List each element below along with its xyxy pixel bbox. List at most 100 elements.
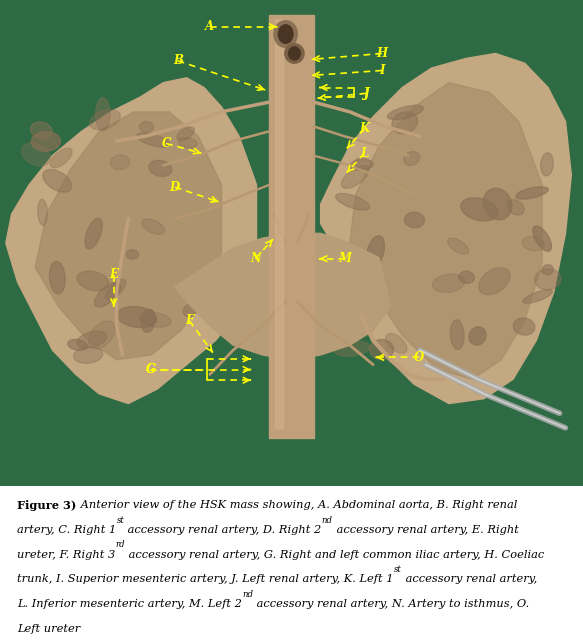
Text: accessory renal artery, D. Right 2: accessory renal artery, D. Right 2 [125,525,322,535]
Text: L. Inferior mesenteric artery, M. Left 2: L. Inferior mesenteric artery, M. Left 2 [17,599,243,609]
Ellipse shape [405,212,424,228]
Ellipse shape [142,309,155,332]
Ellipse shape [110,155,130,169]
Ellipse shape [89,109,120,130]
Text: artery, C. Right 1: artery, C. Right 1 [17,525,117,535]
Ellipse shape [513,318,535,335]
Text: D: D [170,181,180,194]
Text: Figure 3): Figure 3) [17,500,77,511]
Ellipse shape [85,218,102,249]
Text: rd: rd [116,540,125,549]
Polygon shape [0,0,583,486]
Ellipse shape [535,269,561,290]
Polygon shape [350,82,542,379]
Ellipse shape [94,283,121,307]
Ellipse shape [522,236,545,251]
Ellipse shape [388,105,424,120]
Text: J: J [363,87,369,100]
Ellipse shape [51,148,72,168]
Text: Anterior view of the HSK mass showing, A. Abdominal aorta, B. Right renal: Anterior view of the HSK mass showing, A… [77,500,517,510]
Text: nd: nd [322,516,333,525]
Ellipse shape [450,320,464,350]
Polygon shape [275,19,283,428]
Text: N: N [250,252,261,265]
Text: H: H [376,47,388,60]
Polygon shape [6,78,257,404]
Ellipse shape [127,250,139,260]
Ellipse shape [43,169,72,192]
Ellipse shape [533,226,552,251]
Text: accessory renal artery, E. Right: accessory renal artery, E. Right [333,525,519,535]
Text: E: E [109,268,118,281]
Ellipse shape [177,127,194,140]
Ellipse shape [285,44,304,63]
Ellipse shape [142,219,165,234]
Ellipse shape [469,327,486,345]
Ellipse shape [136,133,170,147]
Ellipse shape [461,198,498,221]
Text: M: M [339,252,352,265]
Ellipse shape [507,200,524,215]
Text: st: st [394,565,402,574]
Text: accessory renal artery, G. Right and left common iliac artery, H. Coeliac: accessory renal artery, G. Right and lef… [125,550,545,560]
Ellipse shape [370,339,394,359]
Ellipse shape [479,268,510,295]
Ellipse shape [335,341,370,356]
Ellipse shape [77,271,109,290]
Text: nd: nd [243,590,254,599]
Ellipse shape [348,309,365,325]
Text: L: L [360,147,368,160]
Text: ureter, F. Right 3: ureter, F. Right 3 [17,550,116,560]
Ellipse shape [540,153,553,176]
Ellipse shape [149,160,172,176]
Ellipse shape [31,132,61,151]
Ellipse shape [403,151,420,166]
Polygon shape [175,233,391,360]
Ellipse shape [354,158,371,170]
Text: trunk, I. Superior mesenteric artery, J. Left renal artery, K. Left 1: trunk, I. Superior mesenteric artery, J.… [17,574,394,585]
Polygon shape [269,15,314,438]
Ellipse shape [366,236,385,268]
Ellipse shape [386,334,407,354]
Text: G: G [145,363,156,376]
Text: st: st [117,516,125,525]
Ellipse shape [22,143,51,166]
Ellipse shape [77,331,107,348]
Text: K: K [359,122,370,135]
Text: B: B [173,54,182,67]
Ellipse shape [106,279,126,300]
Ellipse shape [289,47,300,60]
Ellipse shape [523,290,553,303]
Ellipse shape [89,321,115,349]
Ellipse shape [139,122,154,133]
Ellipse shape [336,193,370,210]
Ellipse shape [38,199,47,225]
Polygon shape [321,53,571,404]
Text: G: G [145,363,156,376]
Ellipse shape [483,188,512,220]
Ellipse shape [349,159,374,171]
Ellipse shape [178,138,197,148]
Ellipse shape [448,238,469,254]
Ellipse shape [196,295,212,311]
Ellipse shape [73,347,103,363]
Text: C: C [161,137,171,150]
Ellipse shape [516,187,548,199]
Text: accessory renal artery, N. Artery to isthmus, O.: accessory renal artery, N. Artery to ist… [254,599,529,609]
Ellipse shape [392,111,417,134]
Ellipse shape [342,166,369,188]
Ellipse shape [140,312,171,327]
Ellipse shape [279,25,293,43]
Ellipse shape [68,339,87,350]
Text: J: J [363,87,369,100]
Ellipse shape [31,122,52,139]
Ellipse shape [542,265,553,275]
Ellipse shape [274,21,297,48]
Ellipse shape [50,261,65,294]
Text: Left ureter: Left ureter [17,624,80,634]
Text: F: F [185,314,194,327]
Text: I: I [379,64,385,77]
Text: accessory renal artery,: accessory renal artery, [402,574,537,585]
Text: O: O [413,351,424,364]
Ellipse shape [117,307,157,328]
